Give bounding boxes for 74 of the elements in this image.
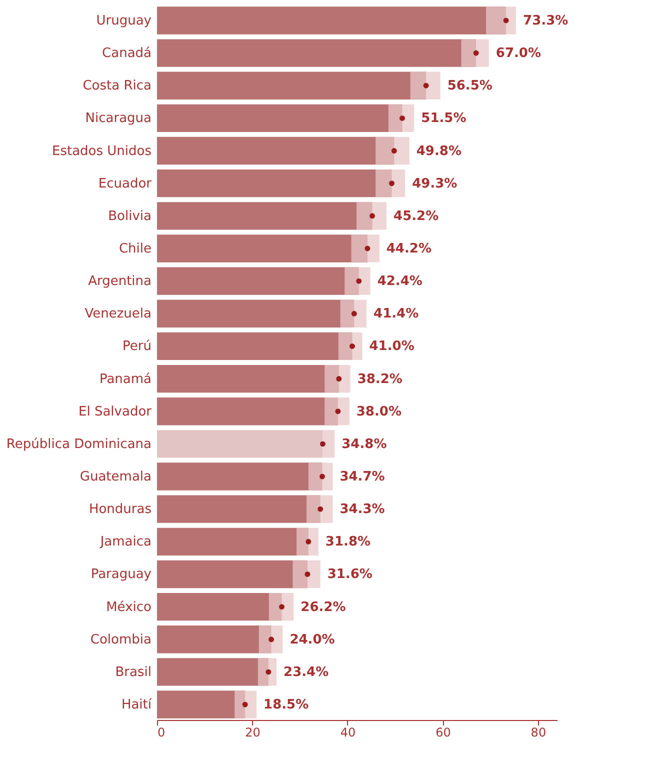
data-label: 34.3%: [340, 502, 385, 518]
bar: [157, 495, 320, 523]
point: [306, 538, 312, 544]
point: [473, 50, 479, 56]
point: [320, 441, 326, 447]
data-label: 44.2%: [386, 241, 432, 256]
point: [318, 506, 324, 512]
y-tick-label: Honduras: [88, 502, 152, 518]
data-label: 49.8%: [416, 144, 462, 159]
point: [336, 376, 342, 382]
y-tick-label: México: [106, 600, 152, 615]
point: [389, 180, 394, 186]
point: [350, 343, 355, 349]
data-label: 49.3%: [412, 176, 458, 192]
y-tick-label: Uruguay: [96, 13, 152, 28]
data-label: 41.4%: [374, 306, 419, 322]
y-tick-label: Venezuela: [84, 306, 152, 322]
y-tick-label: Paraguay: [90, 567, 152, 582]
x-tick-label: 60: [436, 726, 451, 740]
data-label: 41.0%: [369, 339, 414, 354]
data-label: 45.2%: [394, 208, 439, 224]
y-tick-label: República Dominicana: [6, 436, 152, 452]
point: [242, 702, 248, 708]
data-label: 23.4%: [284, 664, 329, 680]
y-tick-label: Colombia: [90, 632, 152, 648]
y-tick-label: Canadá: [102, 46, 152, 62]
y-tick-label: Brasil: [115, 664, 152, 680]
point: [268, 636, 274, 642]
data-label: 31.8%: [325, 534, 371, 550]
y-tick-label: Ecuador: [98, 176, 152, 192]
x-tick-label: 40: [340, 726, 356, 740]
point: [304, 572, 310, 577]
data-label: 18.5%: [264, 698, 309, 713]
point: [423, 82, 429, 88]
data-label: 56.5%: [447, 78, 492, 94]
data-label: 26.2%: [300, 600, 346, 615]
point: [503, 18, 509, 24]
point: [266, 669, 272, 675]
point: [364, 246, 370, 252]
y-tick-label: Panamá: [99, 372, 152, 387]
y-tick-label: Perú: [122, 339, 152, 354]
point: [356, 278, 362, 284]
x-tick-label: 0: [158, 726, 166, 740]
y-tick-label: Costa Rica: [82, 78, 152, 94]
y-tick-label: Guatemala: [80, 470, 152, 485]
y-tick-label: Estados Unidos: [52, 144, 152, 159]
bar: [157, 202, 372, 230]
data-label: 24.0%: [290, 632, 335, 648]
y-tick-label: Nicaragua: [85, 111, 152, 126]
point: [391, 148, 397, 154]
data-label: 34.8%: [342, 436, 387, 452]
y-tick-label: Haití: [121, 698, 152, 713]
y-tick-label: Bolivia: [108, 208, 152, 224]
bar: [157, 267, 359, 295]
data-label: 34.7%: [340, 470, 385, 485]
x-tick-label: 80: [530, 726, 546, 740]
data-label: 51.5%: [421, 111, 466, 126]
data-label: 42.4%: [377, 274, 422, 290]
y-tick-label: Jamaica: [99, 534, 152, 550]
point: [335, 408, 341, 414]
point: [320, 474, 325, 480]
y-tick-label: Chile: [118, 241, 152, 256]
point: [370, 213, 375, 219]
point: [400, 115, 405, 121]
data-label: 31.6%: [327, 567, 372, 582]
x-tick-label: 20: [245, 726, 260, 740]
data-label: 73.3%: [523, 13, 568, 28]
y-tick-label: Argentina: [88, 274, 152, 290]
point: [351, 310, 357, 316]
point: [279, 604, 284, 610]
y-tick-label: El Salvador: [78, 404, 152, 420]
data-label: 67.0%: [496, 46, 542, 62]
data-label: 38.2%: [357, 372, 402, 387]
data-label: 38.0%: [356, 404, 402, 420]
